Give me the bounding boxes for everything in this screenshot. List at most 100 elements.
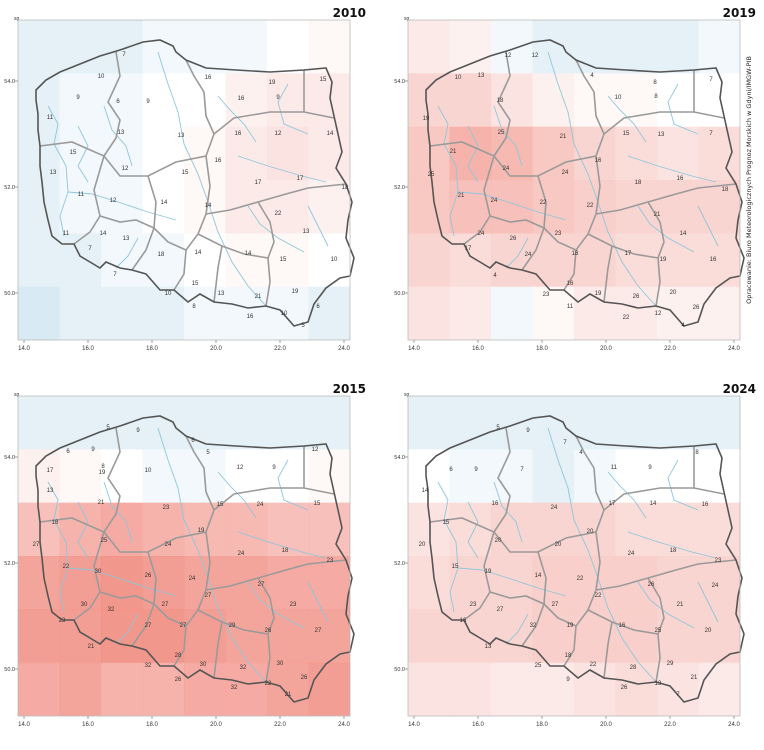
value-label: 19 <box>269 80 276 86</box>
river-line <box>67 567 177 597</box>
heat-cell <box>142 502 185 557</box>
value-label: 10 <box>331 257 338 263</box>
value-label: 19 <box>99 470 106 476</box>
river-line <box>457 191 567 221</box>
value-label: 16 <box>619 623 626 629</box>
axis-unit-label: sg <box>404 392 410 398</box>
heat-cell <box>267 20 310 75</box>
value-label: 26 <box>621 685 628 691</box>
voivodeship-border <box>575 59 605 135</box>
heat-cell <box>408 449 451 504</box>
heat-cell <box>615 609 658 664</box>
heat-cell <box>449 609 492 664</box>
y-tick-label: 54.0 <box>4 79 15 85</box>
heat-cell <box>18 20 61 75</box>
river-line <box>493 105 523 167</box>
value-label: 25 <box>535 663 542 669</box>
heat-cell <box>142 73 185 128</box>
value-label: 16 <box>567 281 574 287</box>
y-tick-label: 52.0 <box>394 561 405 567</box>
river-line <box>493 481 523 543</box>
value-labels: 5 9 6 5 12 6 9 8 12 9 17 19 10 13 21 23 15 24 15 18 19 27 25 24… <box>33 425 334 698</box>
value-label: 24 <box>189 576 196 582</box>
heat-cell <box>101 396 144 451</box>
value-label: 22 <box>577 576 584 582</box>
value-label: 16 <box>710 257 717 263</box>
river-line <box>697 205 719 247</box>
heat-cell <box>308 396 350 451</box>
heat-cell <box>698 73 740 128</box>
heat-cell <box>491 286 534 340</box>
value-label: 19 <box>567 623 574 629</box>
axis-unit-label: sg <box>14 16 20 22</box>
axis-unit-label: sg <box>14 392 20 398</box>
voivodeship-border <box>103 51 121 157</box>
heat-cell <box>101 20 144 75</box>
x-tick-label: 18.0 <box>536 722 548 728</box>
heat-cell <box>184 180 227 235</box>
value-label: 12 <box>122 166 129 172</box>
y-axis-ticks: 54.0 52.0 50.0 <box>4 79 18 297</box>
value-label: 15 <box>443 520 450 526</box>
heat-cell <box>532 396 575 451</box>
value-label: 16 <box>205 75 212 81</box>
heat-cell <box>615 396 658 451</box>
map-2019-svg: 12 12 4 8 7 10 13 18 10 8 19 25 21 15 13 7 21 16 24 24 18 16 2… <box>394 19 745 352</box>
value-label: 27 <box>162 602 169 608</box>
voivodeship-border <box>429 133 605 177</box>
value-label: 19 <box>292 289 299 295</box>
heat-cell <box>142 20 185 75</box>
heat-cell <box>408 20 451 75</box>
x-tick-label: 16.0 <box>82 722 94 728</box>
heat-cell <box>59 662 102 716</box>
value-label: 9 <box>272 465 276 471</box>
heat-cell <box>698 286 740 340</box>
value-label: 8 <box>695 450 699 456</box>
heat-cell <box>225 20 268 75</box>
x-tick-label: 22.0 <box>274 346 286 352</box>
value-label: 9 <box>526 428 530 434</box>
heat-cell <box>18 233 61 288</box>
value-label: 17 <box>47 468 54 474</box>
value-label: 27 <box>552 602 559 608</box>
heat-cell <box>184 662 227 716</box>
value-label: 19 <box>423 116 430 122</box>
value-label: 6 <box>66 449 70 455</box>
heat-cell <box>408 233 451 288</box>
river-line <box>627 531 717 559</box>
heat-cell <box>101 662 144 716</box>
map-2010-svg: 7 10 16 19 15 9 6 9 16 9 11 13 13 16 12 14 15 16 12 15 17 17 1… <box>4 19 355 352</box>
river-line <box>115 237 139 269</box>
heat-cell <box>101 556 144 611</box>
value-label: 24 <box>712 583 719 589</box>
heat-cell <box>18 662 61 716</box>
value-label: 14 <box>327 131 334 137</box>
voivodeship-border <box>197 233 269 259</box>
heat-cell <box>18 73 61 128</box>
value-label: 20 <box>495 538 502 544</box>
value-label: 15 <box>320 77 327 83</box>
value-label: 14 <box>205 203 212 209</box>
value-label: 14 <box>535 573 542 579</box>
credit-note: Opracowanie: Biuro Meteorologicznych Pro… <box>741 20 757 340</box>
value-label: 16 <box>238 96 245 102</box>
heat-cell <box>308 662 350 716</box>
voivodeship-border <box>257 577 275 683</box>
value-label: 25 <box>101 538 108 544</box>
river-line <box>277 83 309 135</box>
value-label: 22 <box>63 564 70 570</box>
river-line <box>47 481 69 613</box>
heat-cell <box>698 126 740 181</box>
map-panel-2010: 2010 sg 7 10 16 19 15 9 6 9 16 9 11 13 13 16 12 14 15 16 1… <box>4 6 368 366</box>
river-line <box>67 191 177 221</box>
value-labels: 12 12 4 8 7 10 13 18 10 8 19 25 21 15 13 7 21 16 24 24 18 16 2… <box>423 53 729 329</box>
heat-cell <box>184 396 227 451</box>
heat-cell <box>657 180 700 235</box>
heat-cell <box>698 180 740 235</box>
value-label: 22 <box>595 593 602 599</box>
value-label: 11 <box>63 231 70 237</box>
river-layer <box>437 427 719 683</box>
value-label: 4 <box>493 273 497 279</box>
heat-cell <box>408 73 451 128</box>
heat-cell <box>491 233 534 288</box>
